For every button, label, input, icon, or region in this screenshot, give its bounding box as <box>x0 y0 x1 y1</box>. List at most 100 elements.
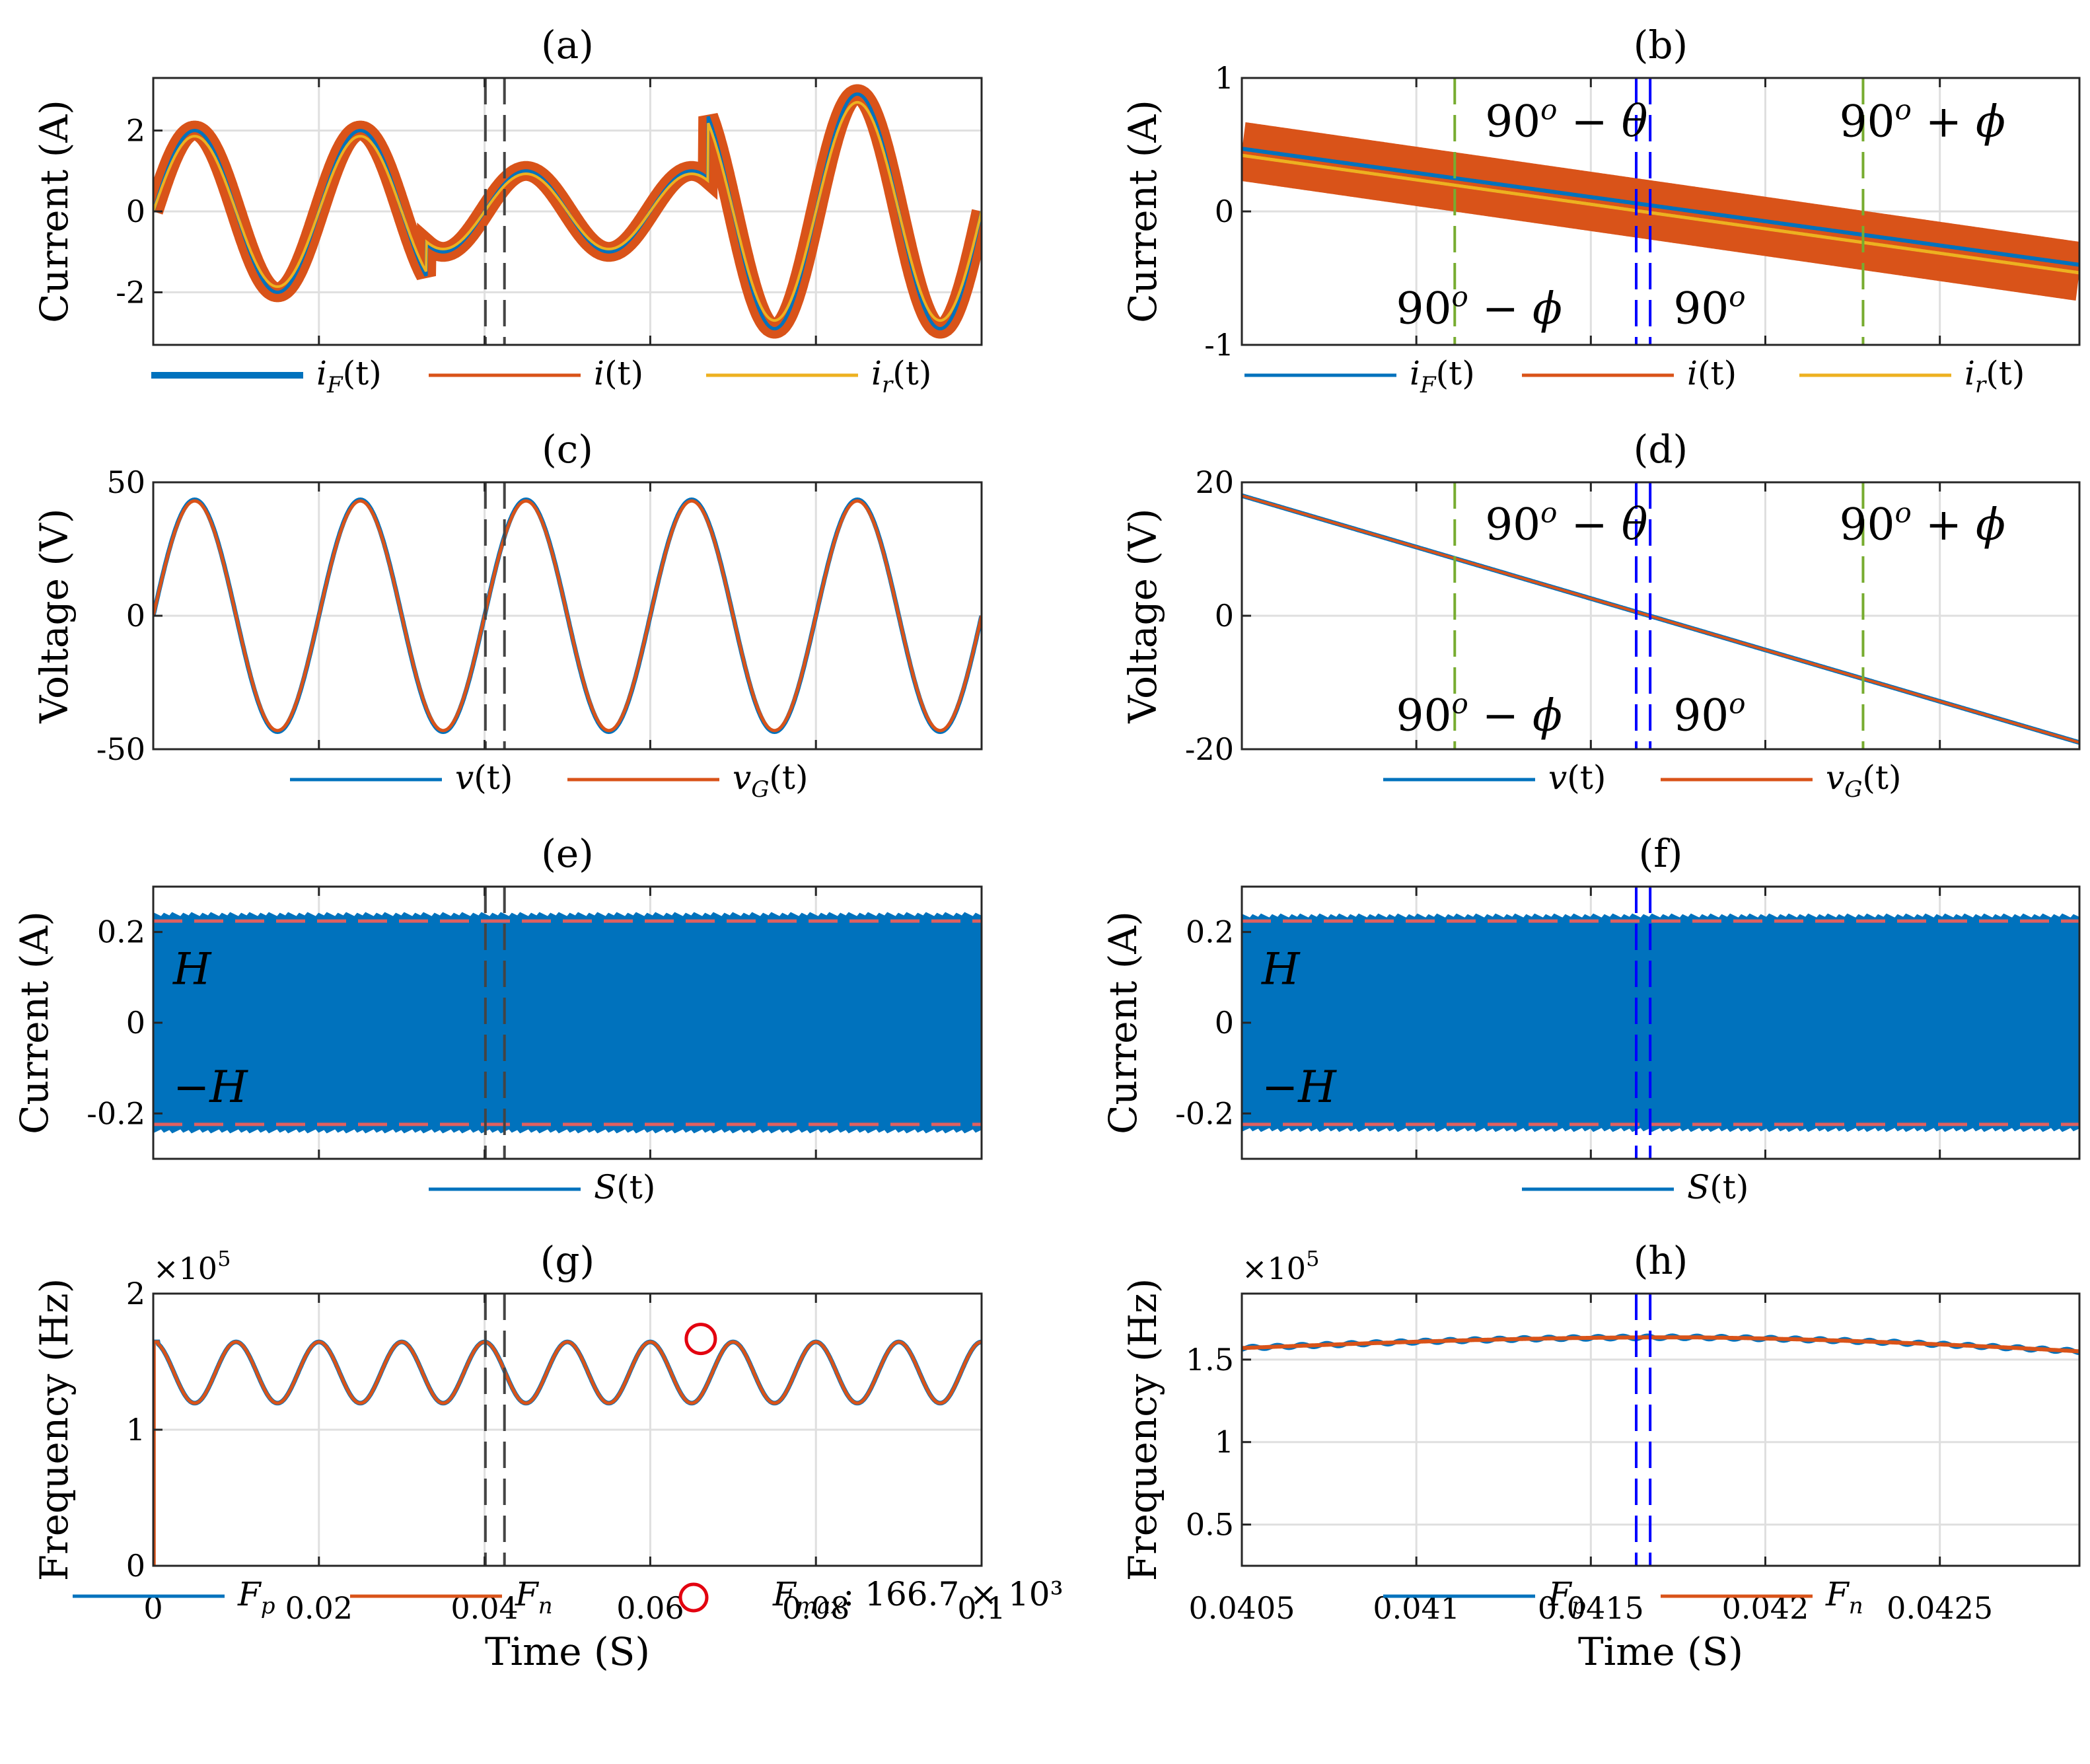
legend-marker-circle <box>678 1582 709 1613</box>
legend-d: v(t) vG(t) <box>1383 758 1902 803</box>
panel-h: 0.511.50.0405 0.041 0.0415 0.042 0.0425Time … <box>1120 1238 2081 1674</box>
series-S-edge-top <box>1242 913 2079 922</box>
plot-area-b <box>1242 78 2079 345</box>
panel-title-b: (b) <box>1634 22 1688 67</box>
legend-entry: v(t) <box>1548 758 1606 797</box>
x-tick-label: 0.02 <box>285 1590 353 1626</box>
y-tick-label: -0.2 <box>1175 1095 1234 1131</box>
x-axis-label: Time (S) <box>485 1629 650 1674</box>
y-exponent: ×105 <box>1242 1246 1319 1286</box>
y-tick-label: 0 <box>1215 194 1234 229</box>
y-axis-label: Frequency (Hz) <box>1120 1278 1165 1582</box>
legend-e: S(t) <box>429 1168 655 1206</box>
x-axis-label: Time (S) <box>1578 1629 1743 1674</box>
y-tick-label: 1 <box>1215 60 1234 96</box>
plot-area-h <box>1242 1294 2079 1566</box>
plot-area-a <box>153 78 982 345</box>
legend-entry: S(t) <box>594 1168 655 1206</box>
label-H: H <box>172 944 212 995</box>
legend-entry: iF(t) <box>1410 354 1475 398</box>
y-tick-label: -2 <box>116 274 145 310</box>
x-tick-label: 0.0425 <box>1887 1590 1993 1626</box>
panel-title-e: (e) <box>541 831 594 876</box>
d-ann-90: 90o <box>1673 687 1745 741</box>
y-tick-label: 2 <box>126 113 145 149</box>
y-tick-label: 50 <box>106 464 145 500</box>
legend-entry-fmax: Fmax: 166.7 × 10³ <box>772 1575 1063 1619</box>
x-tick-label: 0.0405 <box>1189 1590 1295 1626</box>
d-ann-90-minus-phi: 90o − ϕ <box>1396 687 1562 741</box>
panel-title-f: (f) <box>1639 831 1683 876</box>
series-Fn <box>1242 1335 2079 1354</box>
x-tick-label: 0.08 <box>782 1590 849 1626</box>
legend-b: iF(t) i(t) ir(t) <box>1244 354 2025 398</box>
panel-title-g: (g) <box>540 1238 595 1283</box>
y-tick-label: -50 <box>96 731 145 767</box>
panel-f: H −H -0.2 0 0.2 (f) Current (A) S(t) <box>1100 831 2081 1206</box>
panel-title-c: (c) <box>542 427 593 472</box>
legend-entry: ir(t) <box>1964 354 2025 398</box>
series-S-edge-top <box>153 912 982 920</box>
legend-entry: i(t) <box>1687 354 1737 392</box>
axes-box-h <box>1241 1292 2081 1567</box>
y-axis-label: Voltage (V) <box>1120 509 1165 724</box>
legend-entry: Fp <box>1548 1575 1585 1619</box>
b-ann-90-minus-theta: 90o − θ <box>1485 94 1647 147</box>
legend-entry: S(t) <box>1687 1168 1748 1206</box>
y-tick-label: 0.2 <box>1186 914 1234 950</box>
y-tick-label: 0 <box>126 194 145 229</box>
panel-a: -2 0 2 (a) Current (A) iF(t) i(t) ir(t) <box>32 22 983 398</box>
panel-e: H −H -0.2 0 0.2 (e) Current (A) S(t) <box>12 831 983 1206</box>
b-ann-90-plus-phi: 90o + ϕ <box>1839 94 2005 147</box>
y-axis-label: Voltage (V) <box>32 509 77 724</box>
panel-c: -50 0 50 (c) Voltage (V) v(t) vG(t) <box>32 427 983 803</box>
y-exponent: ×105 <box>153 1246 231 1286</box>
panel-title-a: (a) <box>541 22 594 67</box>
panel-d: 90o − θ 90o + ϕ 90o − ϕ 90o -20 0 20 (d) Voltage… <box>1120 427 2081 803</box>
y-tick-label: 0.2 <box>97 914 145 950</box>
y-tick-label: 0 <box>1215 1005 1234 1041</box>
series-Fn <box>153 1340 982 1405</box>
panel-title-d: (d) <box>1634 427 1688 472</box>
y-axis-label: Current (A) <box>32 100 77 323</box>
series-S-edge-bottom <box>153 1125 982 1134</box>
legend-h: Fp Fn <box>1383 1575 1863 1619</box>
y-tick-label: 1 <box>1215 1424 1234 1460</box>
b-ann-90: 90o <box>1673 280 1745 334</box>
grid-g <box>152 1292 983 1567</box>
x-tick-label: 0.1 <box>957 1590 1005 1626</box>
series-vG <box>153 499 982 733</box>
series-S-edge-bottom <box>1242 1124 2079 1132</box>
y-tick-label: 1 <box>126 1412 145 1448</box>
panel-b: 90o − θ 90o + ϕ 90o − ϕ 90o -1 0 1 (b) Current (… <box>1120 22 2081 398</box>
legend-g: Fp Fn Fmax: 166.7 × 10³ <box>73 1575 1063 1619</box>
legend-c: v(t) vG(t) <box>290 758 809 803</box>
plot-area-f <box>1242 887 2079 1159</box>
panel-title-h: (h) <box>1634 1238 1688 1283</box>
legend-entry: vG(t) <box>733 758 809 803</box>
legend-entry: vG(t) <box>1826 758 1902 803</box>
legend-entry: i(t) <box>594 354 643 392</box>
series-vG <box>1242 494 2079 744</box>
plot-area-c <box>153 482 982 749</box>
d-ann-90-plus-phi: 90o + ϕ <box>1839 497 2005 550</box>
series-Fp <box>153 1339 982 1406</box>
series-ir <box>153 100 982 322</box>
y-tick-label: 1.5 <box>1186 1342 1234 1378</box>
y-axis-label: Current (A) <box>12 911 57 1134</box>
y-axis-label: Frequency (Hz) <box>32 1278 77 1582</box>
b-ann-90-minus-phi: 90o − ϕ <box>1396 280 1562 334</box>
y-axis-label: Current (A) <box>1100 911 1145 1134</box>
plot-area-d <box>1242 482 2079 749</box>
plot-area-e <box>153 887 982 1159</box>
label-minus-H: −H <box>173 1062 248 1113</box>
legend-a: iF(t) i(t) ir(t) <box>151 354 931 398</box>
legend-entry: Fn <box>1825 1575 1863 1619</box>
y-tick-label: 0.5 <box>1186 1507 1234 1543</box>
y-tick-label: 2 <box>126 1276 145 1311</box>
y-tick-label: 0 <box>126 598 145 634</box>
series-S-band <box>1242 917 2079 1128</box>
series-iF <box>1242 147 2079 267</box>
